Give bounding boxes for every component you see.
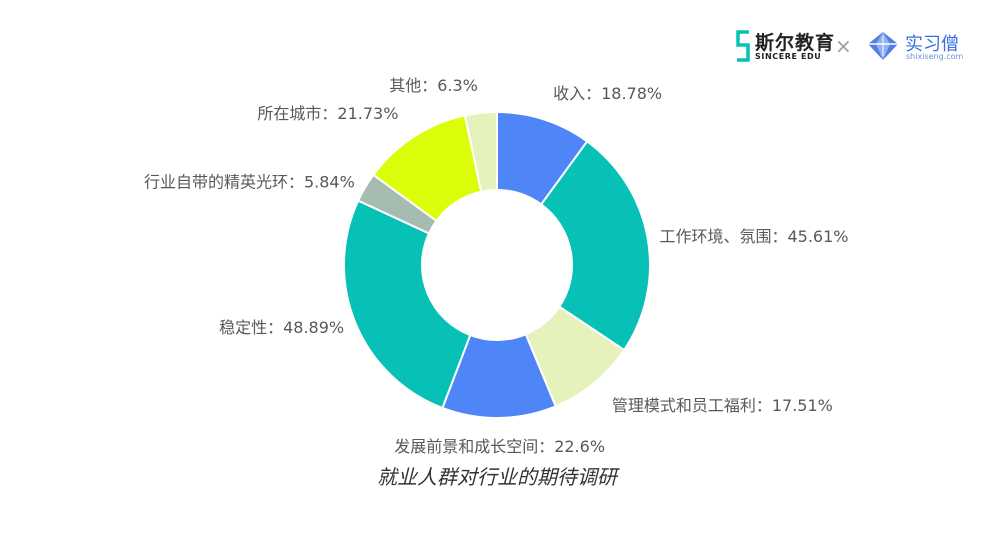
cobrand-separator: ×: [835, 34, 852, 58]
slice-label: 行业自带的精英光环：5.84%: [144, 172, 355, 191]
shixiseng-logo-en: shixiseng.com: [906, 52, 964, 61]
sincere-logo-cn: 斯尔教育: [755, 32, 836, 54]
slice-label: 所在城市：21.73%: [257, 104, 398, 123]
donut-slice: [343, 199, 472, 410]
chart-title: 就业人群对行业的期待调研: [377, 465, 620, 489]
slice-label: 工作环境、氛围：45.61%: [659, 227, 848, 246]
donut-slices: [343, 110, 651, 419]
shixiseng-logo-cn: 实习僧: [905, 34, 959, 55]
sincere-edu-logo: 斯尔教育 SINCERE EDU: [735, 30, 834, 66]
slice-label: 其他：6.3%: [389, 76, 478, 95]
shixiseng-logo: 实习僧 shixiseng.com: [865, 28, 975, 68]
sincere-s-icon: [736, 30, 750, 62]
slice-labels: 收入：18.78% 工作环境、氛围：45.61% 管理模式和员工福利：17.51% 发…: [144, 76, 848, 456]
donut-slice: [463, 110, 498, 193]
slice-label: 发展前景和成长空间：22.6%: [394, 437, 605, 456]
sincere-logo-en: SINCERE EDU: [755, 52, 822, 61]
slice-label: 管理模式和员工福利：17.51%: [612, 396, 833, 415]
slice-label: 稳定性：48.89%: [219, 318, 344, 337]
slice-label: 收入：18.78%: [553, 84, 662, 103]
donut-slice: [539, 139, 651, 352]
brand-header: 斯尔教育 SINCERE EDU × 实习僧 shixiseng.com: [735, 28, 975, 68]
shixiseng-gem-icon: [868, 32, 898, 60]
